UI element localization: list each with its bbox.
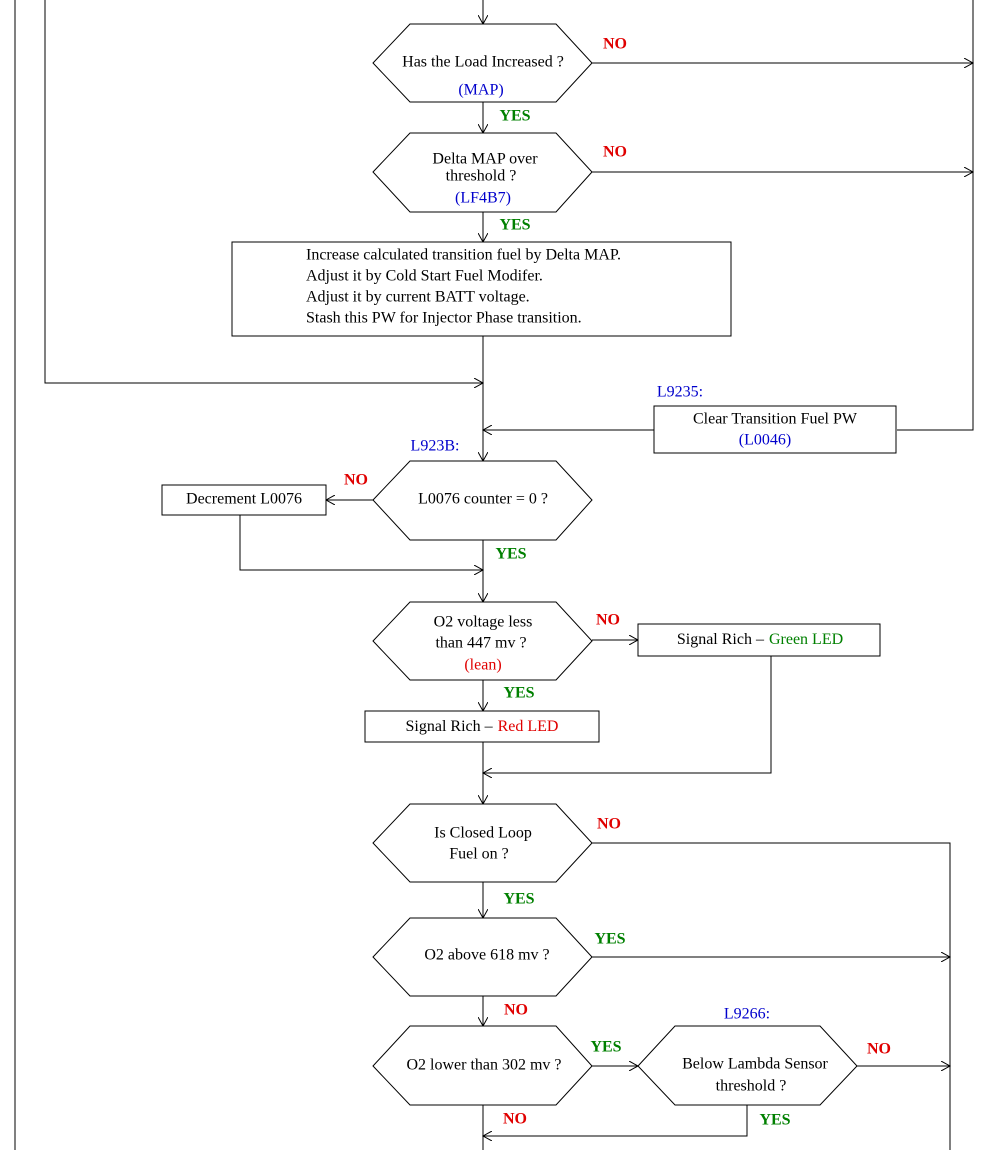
decision-shape <box>372 132 593 213</box>
decision-text: O2 lower than 302 mv ? <box>406 1057 561 1074</box>
edge-label: YES <box>503 891 534 908</box>
process-text: Stash this PW for Injector Phase transit… <box>306 310 582 327</box>
edge-label: YES <box>503 685 534 702</box>
edge-label: NO <box>603 36 627 53</box>
edge-label: YES <box>590 1039 621 1056</box>
process-shape <box>231 241 732 337</box>
process-shape <box>364 710 600 743</box>
process-shape <box>637 623 881 657</box>
decision-text: L0076 counter = 0 ? <box>418 491 548 508</box>
process-text: Clear Transition Fuel PW <box>693 411 858 428</box>
decision-shape <box>372 1025 593 1106</box>
process-text: Adjust it by Cold Start Fuel Modifer. <box>306 268 543 285</box>
decision-text: Delta MAP over <box>432 151 538 168</box>
decision-text: Fuel on ? <box>449 846 509 863</box>
edge-label: YES <box>499 108 530 125</box>
node-label: L9266: <box>724 1006 770 1023</box>
process-shape <box>161 484 327 516</box>
edge-label: NO <box>597 816 621 833</box>
process-text: Signal Rich – <box>677 631 765 648</box>
process-text: Adjust it by current BATT voltage. <box>306 289 530 306</box>
edge-label: NO <box>603 144 627 161</box>
edge-label: NO <box>504 1002 528 1019</box>
decision-shape <box>372 460 593 541</box>
decision-text: O2 above 618 mv ? <box>424 947 549 964</box>
decision-text: threshold ? <box>716 1078 787 1095</box>
edge-label: NO <box>596 612 620 629</box>
edge-label: NO <box>867 1041 891 1058</box>
node-label: L923B: <box>411 438 460 455</box>
edge-label: YES <box>594 931 625 948</box>
decision-shape <box>372 23 593 103</box>
decision-shape <box>372 601 593 681</box>
labels: Has the Load Increased ? (MAP) Delta MAP… <box>186 54 858 1095</box>
process-text: Signal Rich – <box>406 718 494 735</box>
decision-text: than 447 mv ? <box>435 635 526 652</box>
edge-label: YES <box>495 546 526 563</box>
decision-text: threshold ? <box>446 168 517 185</box>
process-text: Signal Rich – Red LED <box>406 718 559 735</box>
shapes <box>161 23 897 1106</box>
highlight-text: Red LED <box>498 718 559 735</box>
decision-text: Is Closed Loop <box>434 825 532 842</box>
decision-text: O2 voltage less <box>434 614 533 631</box>
decision-shape <box>372 917 593 997</box>
decision-shape <box>372 803 593 883</box>
process-text: Signal Rich – Green LED <box>677 631 843 648</box>
edge-label: YES <box>499 217 530 234</box>
process-ref: (L0046) <box>739 432 791 449</box>
process-text: Decrement L0076 <box>186 491 302 508</box>
edge-label: NO <box>344 472 368 489</box>
node-label: L9235: <box>657 384 703 401</box>
decision-text: Has the Load Increased ? <box>402 54 564 71</box>
process-shape <box>653 405 897 454</box>
decision-text: Below Lambda Sensor <box>682 1056 828 1073</box>
connectors <box>14 0 973 1150</box>
decision-shape <box>637 1025 858 1106</box>
edge-label: YES <box>759 1112 790 1129</box>
process-text: Increase calculated transition fuel by D… <box>306 247 621 264</box>
highlight-text: Green LED <box>769 631 843 648</box>
decision-ref: (LF4B7) <box>455 190 511 207</box>
edge-labels: NO YES NO YES NO YES NO YES NO YES YES N… <box>344 36 891 1129</box>
edge-label: NO <box>503 1111 527 1128</box>
decision-note: (lean) <box>464 657 501 674</box>
decision-ref: (MAP) <box>458 82 503 99</box>
